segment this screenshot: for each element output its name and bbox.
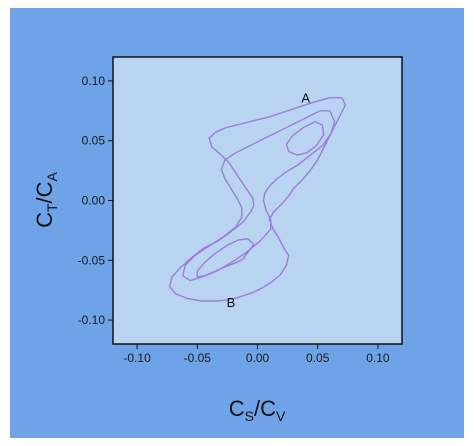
x-tick-label: 0.10: [366, 351, 390, 365]
y-tick-label: 0.05: [82, 134, 106, 148]
y-tick-label: 0.10: [82, 74, 106, 88]
y-axis-ticks: -0.10 -0.05 0.00 0.05 0.10: [78, 74, 113, 327]
x-axis-ticks: -0.10 -0.05 0.00 0.05 0.10: [123, 344, 390, 365]
y-tick-label: -0.10: [78, 313, 106, 327]
x-axis-label: CS/CV: [229, 396, 286, 424]
y-tick-label: -0.05: [78, 253, 106, 267]
annotation-b: B: [227, 295, 236, 310]
y-axis-label: CT/CA: [32, 171, 60, 227]
annotation-a: A: [301, 91, 310, 106]
contour-line-4: [196, 238, 255, 278]
x-tick-label: 0.00: [246, 351, 270, 365]
annotations: AB: [227, 91, 311, 310]
contour-line-3: [285, 120, 325, 156]
contour-line-1: [168, 96, 347, 302]
contour-lines: [168, 96, 347, 302]
x-tick-label: 0.05: [306, 351, 330, 365]
x-tick-label: -0.10: [123, 351, 151, 365]
x-tick-label: -0.05: [184, 351, 212, 365]
y-tick-label: 0.00: [82, 194, 106, 208]
contour-line-2: [182, 110, 336, 282]
plot-area: [113, 57, 402, 344]
